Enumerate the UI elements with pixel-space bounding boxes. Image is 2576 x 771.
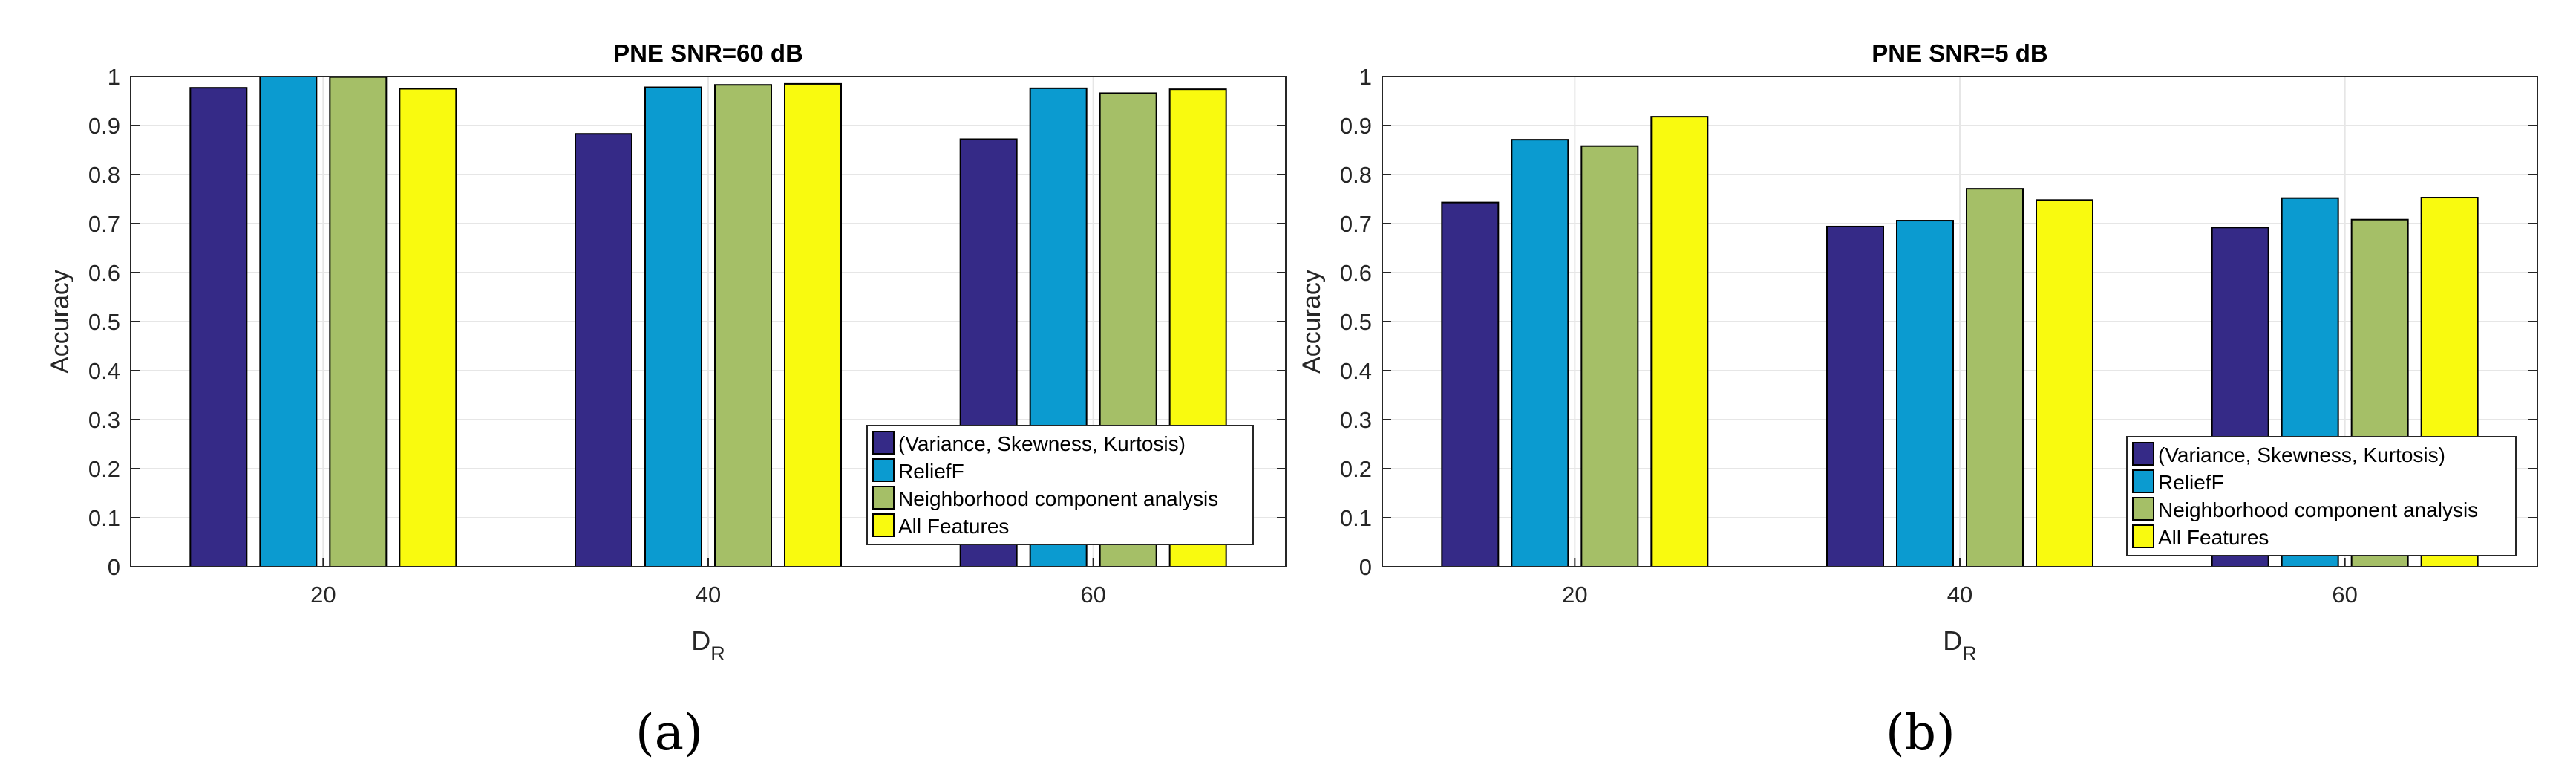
y-tick-label: 1: [108, 64, 120, 90]
x-axis-label-main: D: [1943, 625, 1962, 656]
legend-label-3: Neighborhood component analysis: [898, 487, 1218, 510]
x-axis-label-subscript: R: [1962, 642, 1977, 665]
bar-2-40: [644, 86, 702, 567]
x-tick-label: 60: [2332, 582, 2357, 608]
y-tick-label: 0.7: [1340, 211, 1372, 237]
bar-4-20: [1650, 116, 1709, 567]
panel-label-a: (a): [635, 704, 703, 761]
legend-label-4: All Features: [2158, 526, 2269, 549]
legend-box: [2126, 436, 2517, 556]
y-tick-label: 0.6: [1340, 260, 1372, 286]
legend-label-1: (Variance, Skewness, Kurtosis): [2158, 443, 2445, 466]
legend-label-2: ReliefF: [2158, 471, 2224, 494]
y-tick-label: 0: [1359, 554, 1372, 580]
legend-swatch-1: [2132, 442, 2154, 466]
legend-label-3: Neighborhood component analysis: [2158, 498, 2478, 521]
y-tick-label: 0.3: [88, 407, 120, 433]
bar-3-20: [329, 76, 388, 568]
bar-4-40: [784, 82, 842, 567]
x-axis-label-main: D: [691, 625, 710, 656]
y-tick-label: 0: [108, 554, 120, 580]
bar-3-20: [1580, 145, 1639, 568]
x-tick-label: 60: [1080, 582, 1105, 608]
y-axis-label: Accuracy: [1298, 270, 1326, 374]
x-tick-label: 20: [310, 582, 336, 608]
y-tick-label: 0.5: [88, 309, 120, 335]
legend-swatch-3: [872, 486, 895, 510]
legend-swatch-3: [2132, 497, 2154, 521]
y-axis-label: Accuracy: [46, 270, 74, 374]
legend-swatch-4: [872, 513, 895, 537]
x-tick-label: 40: [1947, 582, 1972, 608]
y-tick-label: 0.8: [88, 162, 120, 188]
x-tick-label: 40: [696, 582, 721, 608]
y-tick-label: 1: [1359, 64, 1372, 90]
bar-2-20: [1511, 139, 1569, 567]
x-axis-label-subscript: R: [710, 642, 725, 665]
bar-4-20: [399, 88, 457, 567]
y-tick-label: 0.8: [1340, 162, 1372, 188]
chart-title: PNE SNR=5 dB: [1871, 39, 2047, 67]
y-tick-label: 0.7: [88, 211, 120, 237]
bar-2-20: [259, 76, 318, 567]
y-tick-label: 0.9: [1340, 113, 1372, 139]
y-tick-label: 0.2: [88, 456, 120, 482]
bar-1-40: [575, 133, 632, 568]
legend-box: [866, 425, 1254, 545]
y-tick-label: 0.4: [88, 358, 120, 384]
legend-label-2: ReliefF: [898, 460, 964, 483]
bar-3-40: [1966, 188, 2024, 567]
y-tick-label: 0.9: [88, 113, 120, 139]
bar-3-40: [714, 84, 772, 568]
y-tick-label: 0.5: [1340, 309, 1372, 335]
legend-swatch-2: [2132, 469, 2154, 493]
x-axis-label: DR: [1943, 625, 1977, 665]
chart-title: PNE SNR=60 dB: [613, 39, 803, 67]
chart-panel-1: 0 0.1 0.2 0.3 0.4 0.5 0.6 0.7 0.8 0.9 1 20 40 60 PNE S…: [46, 39, 1287, 665]
x-axis-label: DR: [691, 625, 725, 665]
y-tick-label: 0.4: [1340, 358, 1372, 384]
legend-swatch-2: [872, 458, 895, 482]
legend-swatch-1: [872, 431, 895, 455]
legend-swatch-4: [2132, 524, 2154, 548]
bar-4-40: [2036, 199, 2093, 567]
bar-1-20: [1441, 201, 1500, 567]
legend-label-1: (Variance, Skewness, Kurtosis): [898, 432, 1186, 455]
y-tick-label: 0.3: [1340, 407, 1372, 433]
y-tick-label: 0.6: [88, 260, 120, 286]
legend: (Variance, Skewness, Kurtosis) ReliefF Nei…: [2126, 436, 2517, 556]
panel-label-b: (b): [1886, 704, 1955, 761]
y-tick-label: 0.2: [1340, 456, 1372, 482]
bar-2-40: [1896, 220, 1954, 567]
legend-label-4: All Features: [898, 515, 1009, 538]
y-tick-label: 0.1: [1340, 505, 1372, 531]
chart-panel-2: 0 0.1 0.2 0.3 0.4 0.5 0.6 0.7 0.8 0.9 1 20 40 60 PNE S…: [1298, 39, 2538, 665]
legend: (Variance, Skewness, Kurtosis) ReliefF Nei…: [866, 425, 1254, 545]
bar-1-20: [189, 87, 248, 568]
bar-1-40: [1826, 225, 1884, 567]
y-tick-label: 0.1: [88, 505, 120, 531]
x-tick-label: 20: [1562, 582, 1587, 608]
